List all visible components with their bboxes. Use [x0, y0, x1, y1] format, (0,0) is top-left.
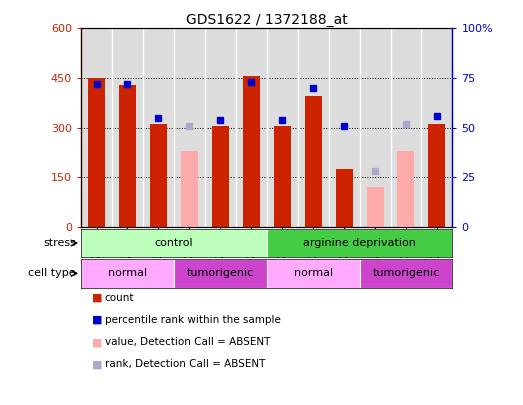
Bar — [267, 259, 360, 288]
Bar — [360, 259, 452, 288]
Text: value, Detection Call = ABSENT: value, Detection Call = ABSENT — [105, 337, 270, 347]
Text: rank, Detection Call = ABSENT: rank, Detection Call = ABSENT — [105, 360, 265, 369]
Text: arginine deprivation: arginine deprivation — [303, 238, 416, 248]
Text: normal: normal — [108, 269, 147, 278]
Text: tumorigenic: tumorigenic — [187, 269, 254, 278]
Bar — [119, 85, 136, 227]
Bar — [81, 229, 267, 257]
Bar — [81, 259, 174, 288]
Text: tumorigenic: tumorigenic — [372, 269, 440, 278]
Bar — [428, 124, 446, 227]
Bar — [181, 151, 198, 227]
Text: ■: ■ — [92, 360, 102, 369]
Text: ■: ■ — [92, 337, 102, 347]
Bar — [243, 76, 260, 227]
Bar — [274, 126, 291, 227]
Bar — [88, 78, 105, 227]
Bar — [367, 187, 383, 227]
Bar — [174, 259, 267, 288]
Text: normal: normal — [293, 269, 333, 278]
Bar — [212, 126, 229, 227]
Bar — [304, 96, 322, 227]
Bar — [397, 151, 415, 227]
Text: control: control — [155, 238, 193, 248]
Bar — [336, 169, 353, 227]
Bar — [267, 229, 452, 257]
Title: GDS1622 / 1372188_at: GDS1622 / 1372188_at — [186, 13, 348, 27]
Text: ■: ■ — [92, 293, 102, 303]
Text: percentile rank within the sample: percentile rank within the sample — [105, 315, 280, 325]
Text: stress: stress — [43, 238, 76, 248]
Text: cell type: cell type — [28, 269, 76, 278]
Text: count: count — [105, 293, 134, 303]
Text: ■: ■ — [92, 315, 102, 325]
Bar — [150, 124, 167, 227]
